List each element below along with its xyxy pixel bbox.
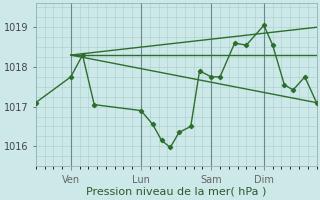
X-axis label: Pression niveau de la mer( hPa ): Pression niveau de la mer( hPa ) [86,187,266,197]
